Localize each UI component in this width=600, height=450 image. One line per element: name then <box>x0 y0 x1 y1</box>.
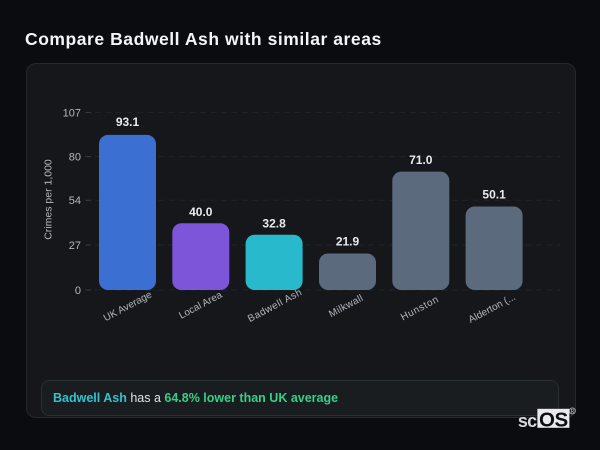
svg-text:107: 107 <box>63 107 81 119</box>
svg-text:50.1: 50.1 <box>482 188 506 202</box>
svg-text:71.0: 71.0 <box>409 153 433 167</box>
svg-text:40.0: 40.0 <box>189 205 213 219</box>
svg-text:21.9: 21.9 <box>336 235 360 249</box>
svg-text:OS: OS <box>539 409 568 432</box>
svg-text:93.1: 93.1 <box>116 115 140 129</box>
svg-text:27: 27 <box>69 240 81 252</box>
svg-text:sc: sc <box>518 411 537 431</box>
svg-text:80: 80 <box>69 152 81 164</box>
svg-text:R: R <box>571 409 575 415</box>
svg-text:32.8: 32.8 <box>262 217 286 231</box>
svg-text:Crimes per 1,000: Crimes per 1,000 <box>43 159 55 240</box>
svg-text:54: 54 <box>69 195 81 207</box>
svg-text:0: 0 <box>75 285 81 297</box>
